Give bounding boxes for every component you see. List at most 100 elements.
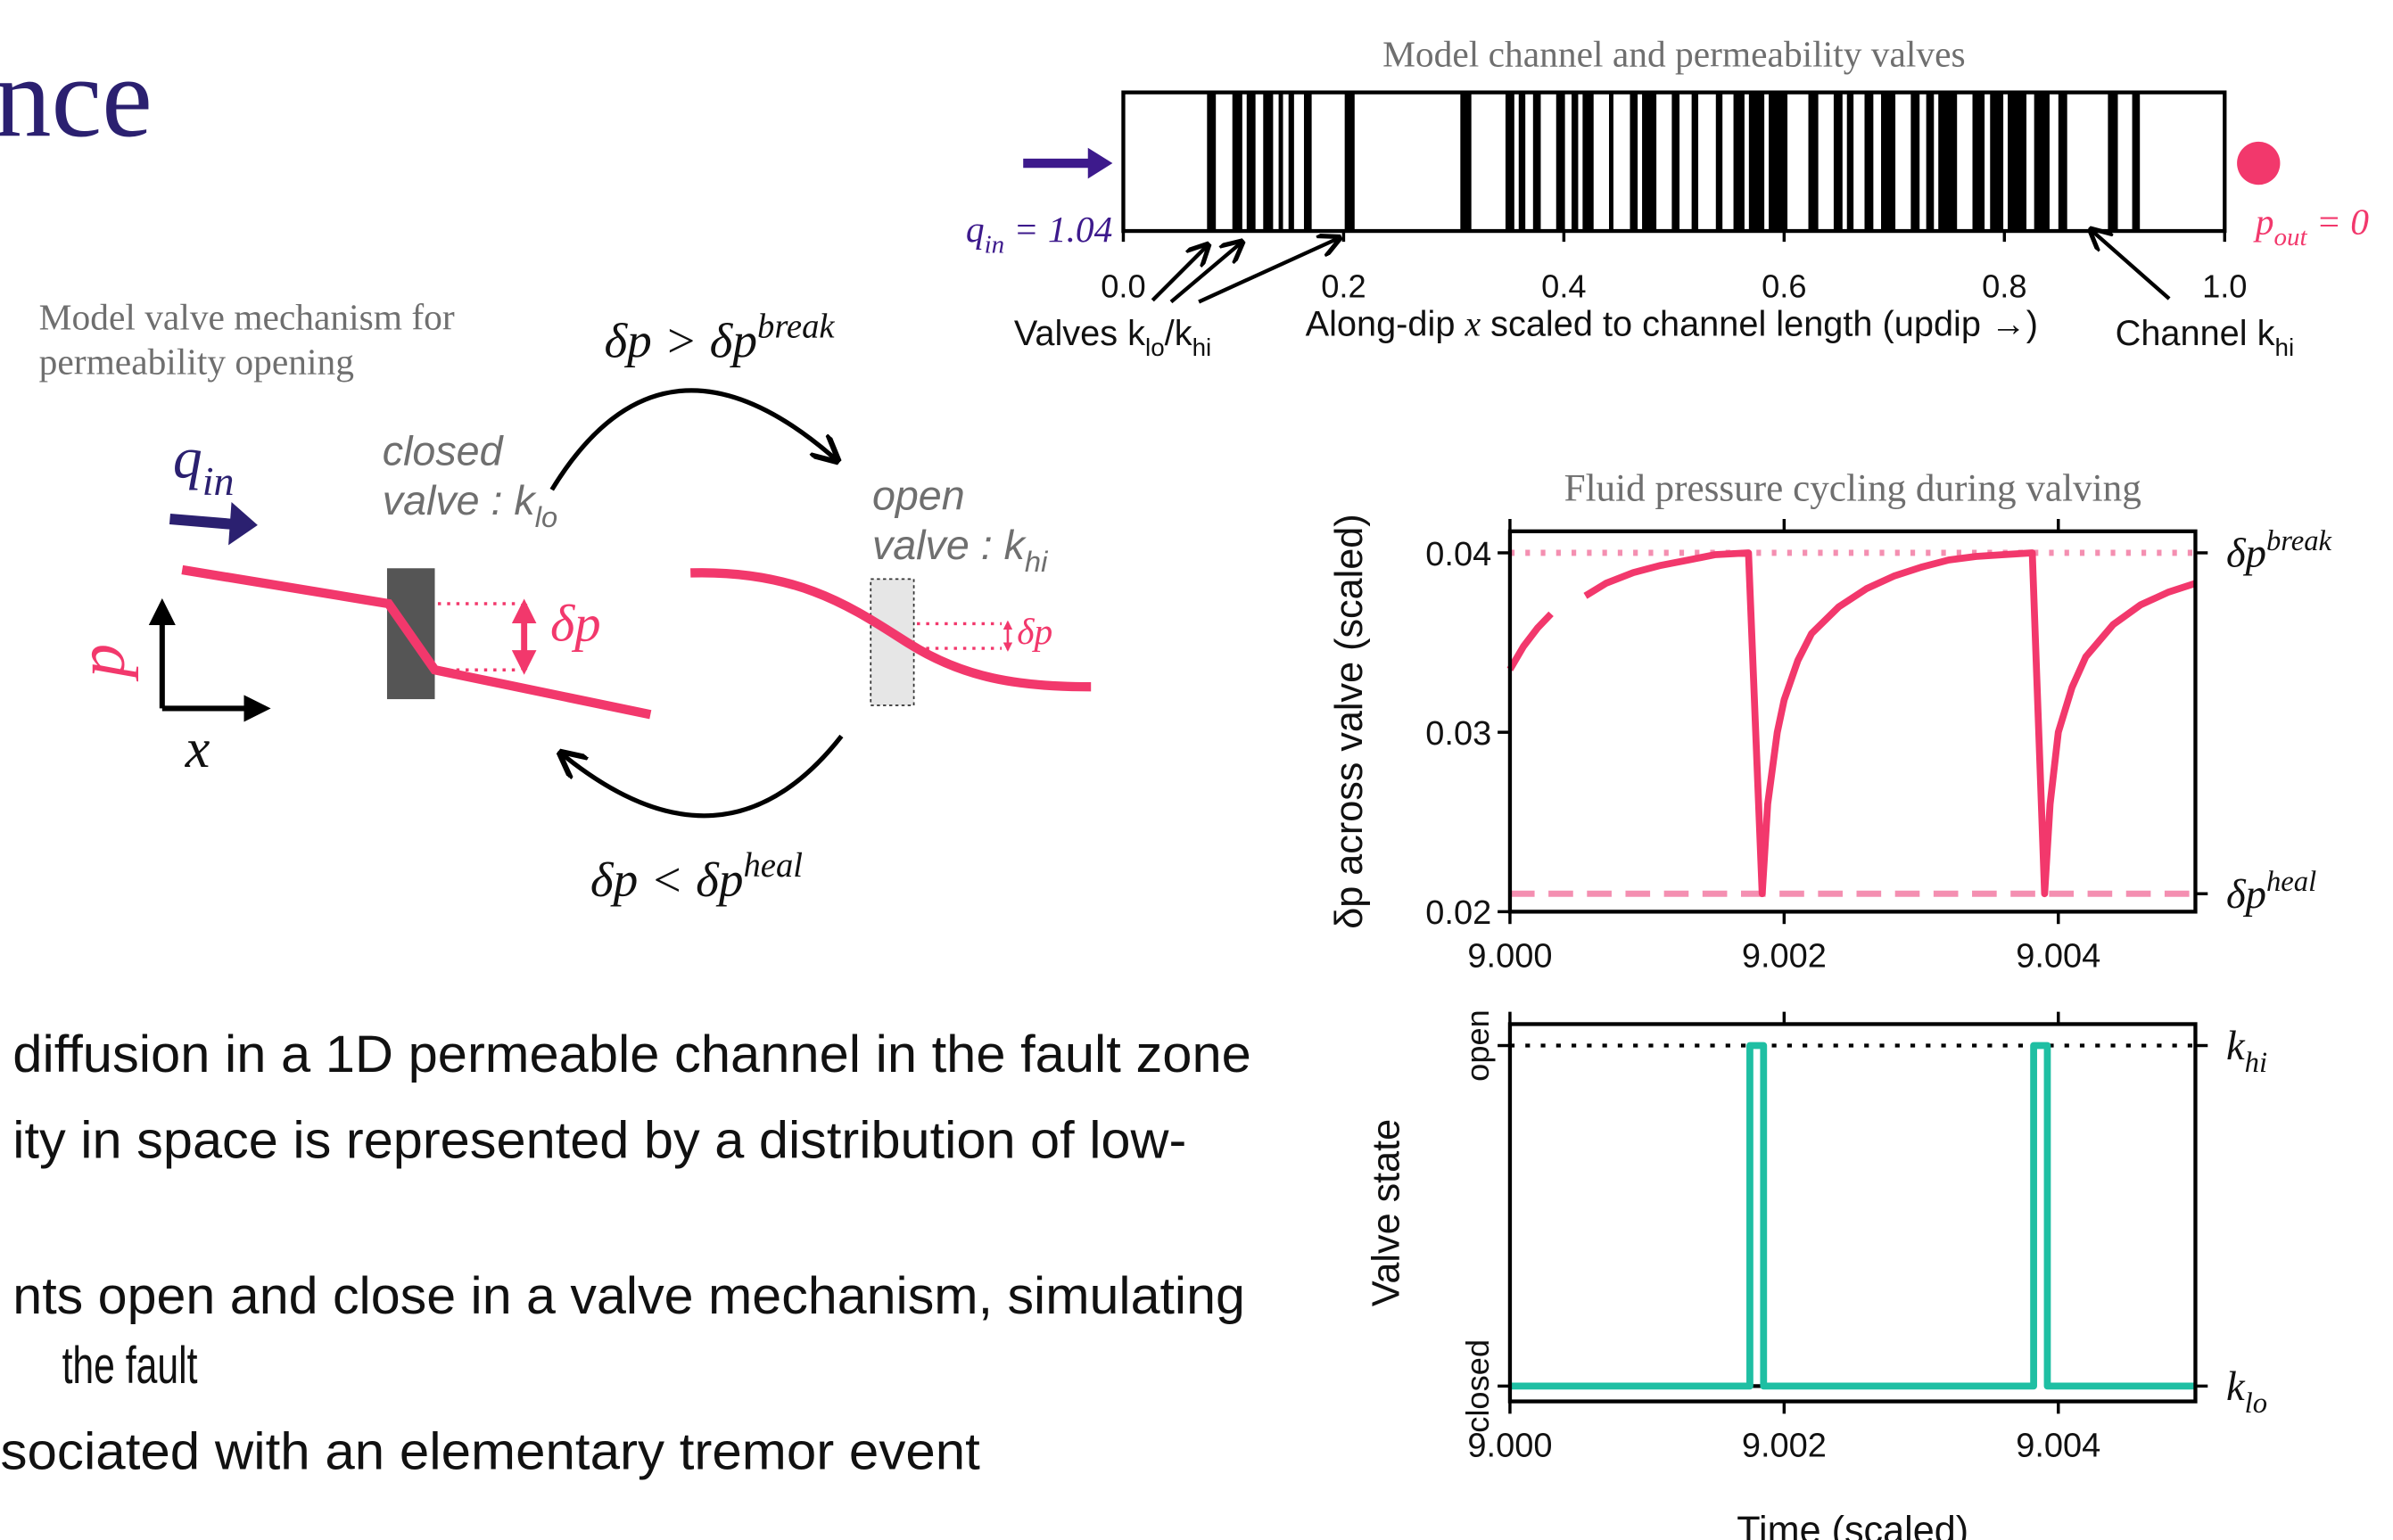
dp-label: δp bbox=[1017, 611, 1052, 652]
valve bbox=[1555, 92, 1565, 232]
valve bbox=[1910, 92, 1920, 232]
text-part: δp bbox=[2226, 531, 2266, 577]
text-part: in bbox=[202, 458, 235, 504]
x-tick-label: 9.004 bbox=[2016, 1428, 2100, 1465]
text-part: lo bbox=[1145, 334, 1165, 361]
chart-title: Fluid pressure cycling during valving bbox=[1564, 467, 2141, 509]
outlet-label: pout = 0 bbox=[2253, 202, 2369, 251]
heal-condition: δp < δpheal bbox=[590, 847, 803, 907]
y-axis-label: Valve state bbox=[1366, 1119, 1408, 1306]
valve bbox=[1881, 92, 1896, 232]
valve bbox=[1460, 92, 1472, 232]
valve bbox=[1344, 92, 1355, 232]
pressure-profile bbox=[690, 568, 1092, 692]
bullet-text: sociated with an elementary tremor event bbox=[0, 1423, 979, 1481]
pointer-arrow bbox=[2092, 231, 2171, 301]
valve bbox=[1505, 92, 1514, 232]
valve bbox=[1926, 92, 1935, 232]
x-tick-label: 0.6 bbox=[1762, 268, 1806, 304]
channel-label: Channel khi bbox=[2116, 314, 2294, 361]
valve bbox=[1846, 92, 1854, 232]
x-tick-label: 9.002 bbox=[1742, 1428, 1827, 1465]
y-tick-label: 0.04 bbox=[1425, 536, 1491, 573]
valve bbox=[2058, 92, 2067, 232]
valve bbox=[1833, 92, 1843, 232]
valve bbox=[1532, 92, 1541, 232]
valve bbox=[1990, 92, 2004, 232]
bullet-text: the fault bbox=[62, 1337, 198, 1395]
text-part: q bbox=[173, 426, 202, 490]
bullet-text: ity in space is represented by a distrib… bbox=[12, 1112, 1186, 1170]
y-tick-label: open bbox=[1459, 1009, 1496, 1082]
x-tick-label: 0.4 bbox=[1541, 268, 1586, 304]
flow-label: qin bbox=[173, 426, 235, 504]
y-tick-label: 0.02 bbox=[1425, 894, 1491, 932]
charts: Model channel and permeability valves 0.0… bbox=[966, 33, 2369, 1540]
text-part: Valves k bbox=[1014, 314, 1145, 353]
valve bbox=[1938, 92, 1958, 232]
valve bbox=[1691, 92, 1699, 232]
valve bbox=[1808, 92, 1819, 232]
slide-title: nce bbox=[0, 34, 153, 161]
threshold-label: δpheal bbox=[2226, 866, 2316, 918]
text-part: hi bbox=[1025, 545, 1048, 578]
valve bbox=[1232, 92, 1242, 232]
threshold-label: klo bbox=[2226, 1363, 2267, 1420]
pointer-arrow bbox=[1169, 243, 1241, 304]
threshold-label: khi bbox=[2226, 1023, 2267, 1079]
valve bbox=[1748, 92, 1765, 232]
valve bbox=[1572, 92, 1579, 232]
text-part: break bbox=[757, 309, 835, 346]
closed-valve-label: closed bbox=[383, 428, 505, 474]
bullet-text: diffusion in a 1D permeable channel in t… bbox=[12, 1025, 1251, 1083]
open-valve-label: open bbox=[872, 473, 965, 519]
axes-frame bbox=[1507, 1022, 2198, 1404]
text-part: heal bbox=[743, 847, 803, 885]
text-part: δp < δp bbox=[590, 852, 744, 907]
valve bbox=[1642, 92, 1657, 232]
valve bbox=[1671, 92, 1680, 232]
closed-valve-label: valve : klo bbox=[383, 477, 557, 533]
text-part: closed bbox=[383, 428, 505, 474]
axes-frame bbox=[1507, 529, 2198, 914]
text-part: out bbox=[2274, 223, 2308, 251]
valve bbox=[1278, 92, 1283, 232]
text-part: break bbox=[2266, 525, 2332, 557]
bullet-list: diffusion in a 1D permeable channel in t… bbox=[0, 1025, 1250, 1481]
bullet-text: nts open and close in a valve mechanism,… bbox=[12, 1267, 1245, 1325]
valve bbox=[1972, 92, 1985, 232]
x-tick-label: 0.0 bbox=[1101, 268, 1145, 304]
text-part: in bbox=[985, 231, 1005, 259]
valve bbox=[1715, 92, 1723, 232]
valve-label: Valves klo/khi bbox=[1014, 314, 1211, 361]
text-part: lo bbox=[2245, 1388, 2267, 1420]
pointer-arrow bbox=[1198, 239, 1337, 304]
text-part: open bbox=[872, 473, 965, 519]
valve bbox=[2034, 92, 2050, 232]
text-part: hi bbox=[2245, 1047, 2267, 1079]
text-part: valve : k bbox=[872, 522, 1027, 568]
text-part: q bbox=[966, 209, 985, 250]
chart-title: Model channel and permeability valves bbox=[1382, 33, 1966, 74]
valve bbox=[2108, 92, 2118, 232]
valve bbox=[2008, 92, 2027, 232]
text-part: Along-dip bbox=[1306, 304, 1465, 343]
pressure-profile bbox=[181, 564, 652, 720]
text-part: valve : k bbox=[383, 477, 538, 523]
y-axis-label: δp across valve (scaled) bbox=[1328, 514, 1371, 928]
valve bbox=[1733, 92, 1745, 232]
heal-arrow bbox=[563, 734, 844, 819]
valve bbox=[1582, 92, 1594, 232]
open-valve-label: valve : khi bbox=[872, 522, 1048, 578]
diagram-caption: Model valve mechanism for bbox=[39, 297, 455, 338]
text-part: x bbox=[1464, 304, 1481, 343]
text-part: heal bbox=[2266, 866, 2316, 898]
valve bbox=[1630, 92, 1638, 232]
valve bbox=[1207, 92, 1217, 232]
valve bbox=[1864, 92, 1874, 232]
text-part: p bbox=[2253, 202, 2274, 243]
valve bbox=[1263, 92, 1274, 232]
x-tick-label: 9.000 bbox=[1467, 938, 1552, 976]
valve bbox=[1303, 92, 1312, 232]
